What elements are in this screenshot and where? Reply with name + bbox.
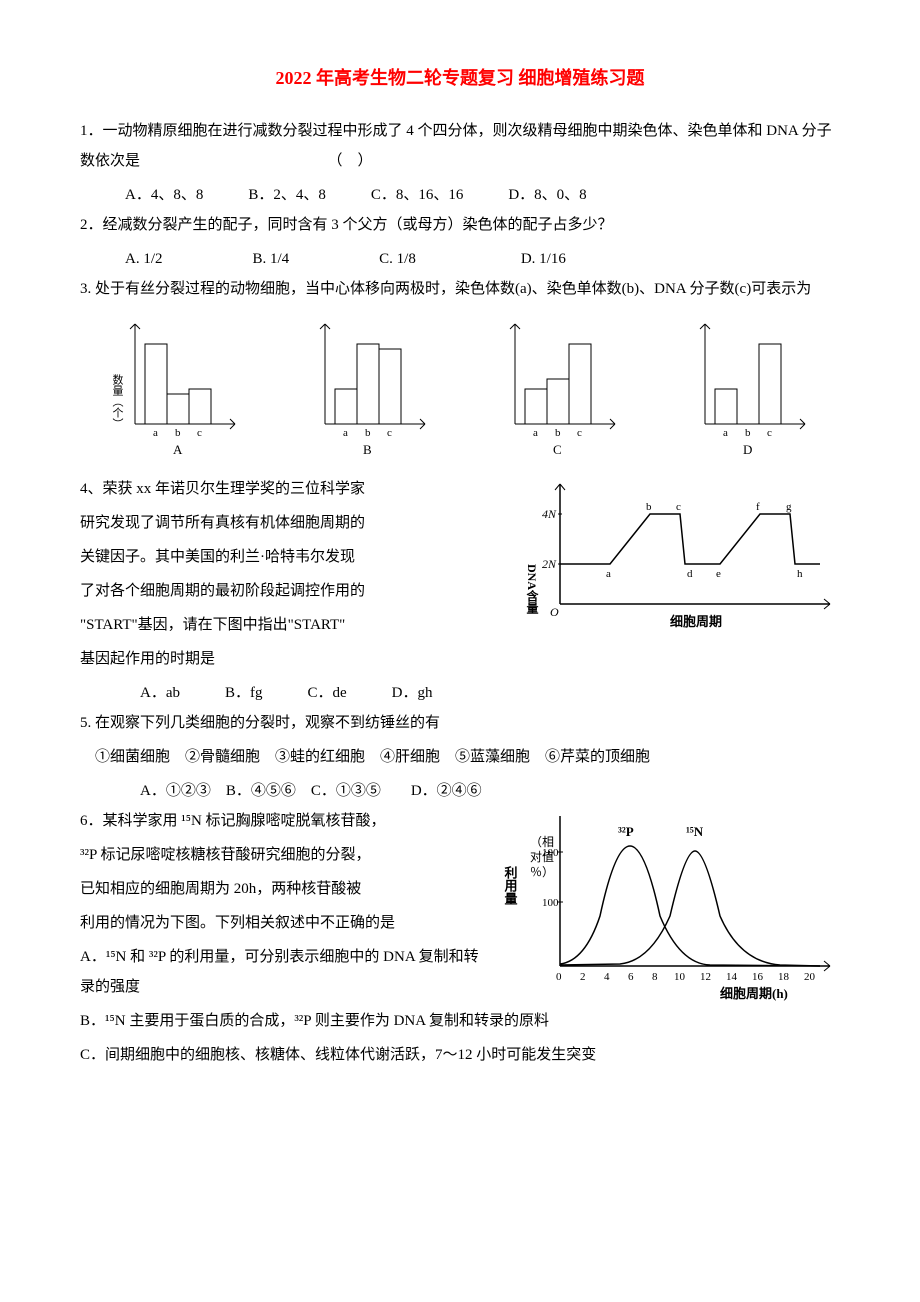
q2-options: A. 1/2 B. 1/4 C. 1/8 D. 1/16 <box>80 244 840 274</box>
svg-text:c: c <box>577 427 582 439</box>
svg-text:细胞周期: 细胞周期 <box>670 614 722 629</box>
svg-text:f: f <box>756 501 760 513</box>
q3-charts-row: 数量（个） a b c A a b c B <box>80 314 840 464</box>
svg-text:¹⁵N: ¹⁵N <box>686 824 704 839</box>
svg-text:B: B <box>363 442 372 457</box>
svg-text:a: a <box>533 427 538 439</box>
q5-items: ①细菌细胞 ②骨髓细胞 ③蛙的红细胞 ④肝细胞 ⑤蓝藻细胞 ⑥芹菜的顶细胞 <box>80 742 840 772</box>
svg-text:a: a <box>606 568 611 580</box>
svg-text:16: 16 <box>752 971 764 983</box>
svg-text:A: A <box>173 442 183 457</box>
svg-text:2: 2 <box>580 971 586 983</box>
svg-text:c: c <box>767 427 772 439</box>
svg-text:h: h <box>797 568 803 580</box>
q6-chart: 利用量 （相 对值 ％） 100 100 ³²P ¹⁵N 0 2 4 6 8 1… <box>500 806 840 1006</box>
svg-text:12: 12 <box>700 971 711 983</box>
q3-chart-A: 数量（个） a b c A <box>105 314 245 464</box>
q1-options: A．4、8、8 B．2、4、8 C．8、16、16 D．8、0、8 <box>80 180 840 210</box>
q1-text: 1．一动物精原细胞在进行减数分裂过程中形成了 4 个四分体，则次级精母细胞中期染… <box>80 116 840 176</box>
svg-text:14: 14 <box>726 971 738 983</box>
svg-text:g: g <box>786 501 792 513</box>
q6-optC: C．间期细胞中的细胞核、核糖体、线粒体代谢活跃，7～12 小时可能发生突变 <box>80 1040 840 1070</box>
svg-text:C: C <box>553 442 562 457</box>
svg-text:a: a <box>153 427 158 439</box>
svg-text:b: b <box>555 427 561 439</box>
q3-chart-D: a b c D <box>675 314 815 464</box>
svg-text:a: a <box>723 427 728 439</box>
q5-text: 5. 在观察下列几类细胞的分裂时，观察不到纺锤丝的有 <box>80 708 840 738</box>
svg-text:利用量: 利用量 <box>503 865 519 906</box>
svg-text:4: 4 <box>604 971 610 983</box>
svg-text:％）: ％） <box>530 865 554 879</box>
svg-text:c: c <box>197 427 202 439</box>
svg-text:10: 10 <box>674 971 686 983</box>
q4-chart: DNA含量 4N 2N O a b c d e f g h 细胞周期 <box>520 474 840 634</box>
svg-text:2N: 2N <box>542 557 557 571</box>
svg-text:数量（个）: 数量（个） <box>111 374 124 429</box>
svg-text:D: D <box>743 442 752 457</box>
svg-text:c: c <box>387 427 392 439</box>
page-title: 2022 年高考生物二轮专题复习 细胞增殖练习题 <box>80 60 840 96</box>
q3-chart-C: a b c C <box>485 314 625 464</box>
svg-text:4N: 4N <box>542 507 557 521</box>
svg-text:细胞周期(h): 细胞周期(h) <box>720 986 788 1001</box>
q4-options: A．ab B．fg C．de D．gh <box>80 678 840 708</box>
q4-l6: 基因起作用的时期是 <box>80 644 840 674</box>
svg-text:b: b <box>646 501 652 513</box>
q6-optB: B．¹⁵N 主要用于蛋白质的合成，³²P 则主要作为 DNA 复制和转录的原料 <box>80 1006 840 1036</box>
svg-text:³²P: ³²P <box>618 824 634 839</box>
svg-text:DNA含量: DNA含量 <box>525 564 539 614</box>
svg-text:b: b <box>365 427 371 439</box>
svg-text:d: d <box>687 568 693 580</box>
svg-text:0: 0 <box>556 971 562 983</box>
q2-text: 2．经减数分裂产生的配子，同时含有 3 个父方（或母方）染色体的配子占多少？ <box>80 210 840 240</box>
svg-text:e: e <box>716 568 721 580</box>
svg-text:18: 18 <box>778 971 790 983</box>
svg-text:c: c <box>676 501 681 513</box>
svg-text:6: 6 <box>628 971 634 983</box>
svg-text:20: 20 <box>804 971 816 983</box>
svg-text:b: b <box>745 427 751 439</box>
q3-text: 3. 处于有丝分裂过程的动物细胞，当中心体移向两极时，染色体数(a)、染色单体数… <box>80 274 840 304</box>
q5-options: A．①②③ B．④⑤⑥ C．①③⑤ D．②④⑥ <box>80 776 840 806</box>
svg-text:100: 100 <box>542 847 559 859</box>
svg-text:O: O <box>550 605 559 619</box>
svg-text:a: a <box>343 427 348 439</box>
svg-text:b: b <box>175 427 181 439</box>
svg-text:8: 8 <box>652 971 658 983</box>
q3-chart-B: a b c B <box>295 314 435 464</box>
svg-text:100: 100 <box>542 897 559 909</box>
